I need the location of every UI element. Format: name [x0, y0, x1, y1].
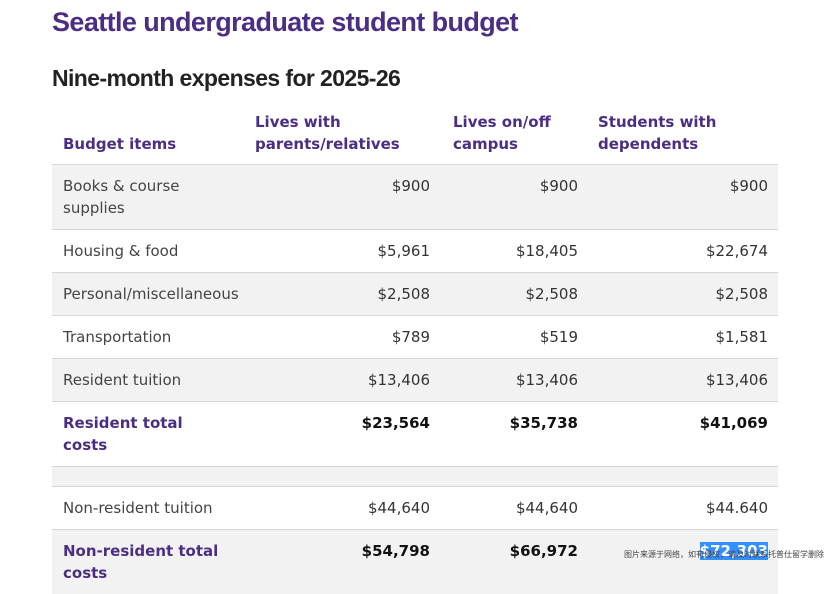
total-value: $23,564 [242, 402, 440, 467]
total-value-cell: $72,303 [588, 530, 778, 594]
column-header-lives-on-off-campus: Lives on/off campus [440, 100, 588, 165]
cell-value: $5,961 [242, 230, 440, 273]
cell-value: $44.640 [588, 487, 778, 530]
table-row: Non-resident tuition $44,640 $44,640 $44… [52, 487, 778, 530]
column-header-budget-items: Budget items [52, 100, 242, 165]
spacer-row [52, 467, 778, 487]
total-value: $41,069 [588, 402, 778, 467]
row-label: Housing & food [52, 230, 242, 273]
cell-value: $13,406 [588, 359, 778, 402]
cell-value: $18,405 [440, 230, 588, 273]
column-header-students-with-dependents: Students with dependents [588, 100, 778, 165]
total-row: Non-resident total costs $54,798 $66,972… [52, 530, 778, 594]
row-label: Non-resident total costs [52, 530, 242, 594]
table-row: Personal/miscellaneous $2,508 $2,508 $2,… [52, 273, 778, 316]
row-label: Non-resident tuition [52, 487, 242, 530]
cell-value: $900 [588, 165, 778, 230]
column-header-lives-with-parents: Lives with parents/relatives [242, 100, 440, 165]
page-title: Seattle undergraduate student budget [52, 4, 518, 40]
budget-table: Budget items Lives with parents/relative… [52, 100, 778, 594]
total-value: $54,798 [242, 530, 440, 594]
cell-value: $44,640 [440, 487, 588, 530]
row-label: Resident tuition [52, 359, 242, 402]
watermark-text: 图片来源于网络，如有侵权，请及时联系托普仕留学删除 [624, 550, 824, 560]
table-row: Resident tuition $13,406 $13,406 $13,406 [52, 359, 778, 402]
empty-cell [588, 467, 778, 487]
cell-value: $789 [242, 316, 440, 359]
table-header-row: Budget items Lives with parents/relative… [52, 100, 778, 165]
cell-value: $13,406 [440, 359, 588, 402]
empty-cell [440, 467, 588, 487]
cell-value: $1,581 [588, 316, 778, 359]
cell-value: $2,508 [242, 273, 440, 316]
cell-value: $2,508 [588, 273, 778, 316]
cell-value: $44,640 [242, 487, 440, 530]
row-label: Books & course supplies [52, 165, 242, 230]
cell-value: $13,406 [242, 359, 440, 402]
table-row: Housing & food $5,961 $18,405 $22,674 [52, 230, 778, 273]
table-row: Books & course supplies $900 $900 $900 [52, 165, 778, 230]
total-value: $66,972 [440, 530, 588, 594]
cell-value: $519 [440, 316, 588, 359]
cell-value: $900 [440, 165, 588, 230]
row-label: Transportation [52, 316, 242, 359]
section-title: Nine-month expenses for 2025-26 [52, 62, 400, 94]
cell-value: $22,674 [588, 230, 778, 273]
row-label: Personal/miscellaneous [52, 273, 242, 316]
total-value: $35,738 [440, 402, 588, 467]
empty-cell [242, 467, 440, 487]
cell-value: $900 [242, 165, 440, 230]
cell-value: $2,508 [440, 273, 588, 316]
total-row: Resident total costs $23,564 $35,738 $41… [52, 402, 778, 467]
table-row: Transportation $789 $519 $1,581 [52, 316, 778, 359]
row-label: Resident total costs [52, 402, 242, 467]
empty-cell [52, 467, 242, 487]
